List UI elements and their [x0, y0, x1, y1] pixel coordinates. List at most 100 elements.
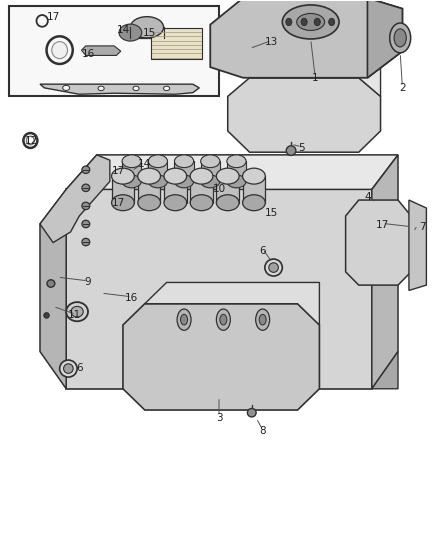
Ellipse shape: [286, 18, 292, 26]
Bar: [148, 161, 167, 181]
Polygon shape: [409, 200, 426, 290]
Polygon shape: [346, 200, 411, 285]
Bar: [174, 161, 194, 181]
Ellipse shape: [243, 195, 265, 211]
Ellipse shape: [131, 17, 163, 38]
Polygon shape: [123, 304, 319, 410]
Ellipse shape: [243, 168, 265, 184]
Ellipse shape: [82, 166, 90, 173]
Ellipse shape: [52, 42, 67, 59]
Text: 7: 7: [419, 222, 425, 232]
Ellipse shape: [164, 195, 187, 211]
Ellipse shape: [227, 175, 246, 188]
Ellipse shape: [174, 175, 194, 188]
Ellipse shape: [283, 5, 339, 39]
Text: 6: 6: [259, 246, 266, 255]
Ellipse shape: [82, 238, 90, 246]
Ellipse shape: [180, 314, 187, 325]
Text: 13: 13: [265, 37, 278, 47]
Bar: [227, 161, 246, 181]
Ellipse shape: [122, 175, 141, 188]
Ellipse shape: [98, 86, 104, 91]
Ellipse shape: [133, 86, 139, 91]
Ellipse shape: [256, 309, 270, 330]
Ellipse shape: [190, 168, 213, 184]
Ellipse shape: [163, 86, 170, 91]
Ellipse shape: [301, 18, 307, 26]
Ellipse shape: [82, 220, 90, 228]
Polygon shape: [40, 155, 110, 243]
Bar: [122, 161, 141, 181]
Ellipse shape: [60, 360, 77, 377]
Ellipse shape: [148, 175, 167, 188]
Ellipse shape: [112, 195, 134, 211]
Text: 15: 15: [142, 28, 156, 38]
Ellipse shape: [119, 24, 142, 41]
Ellipse shape: [164, 168, 187, 184]
Ellipse shape: [216, 195, 239, 211]
Text: 15: 15: [265, 208, 278, 219]
Polygon shape: [66, 189, 372, 389]
Text: 8: 8: [259, 426, 266, 437]
Bar: [164, 176, 187, 203]
Text: 2: 2: [399, 83, 406, 93]
Ellipse shape: [174, 155, 194, 167]
Bar: [138, 176, 160, 203]
Polygon shape: [367, 0, 403, 78]
Text: 1: 1: [312, 73, 318, 83]
Ellipse shape: [286, 146, 296, 156]
Bar: [112, 176, 134, 203]
Ellipse shape: [216, 168, 239, 184]
Ellipse shape: [265, 259, 283, 276]
Polygon shape: [372, 155, 398, 389]
Polygon shape: [81, 46, 121, 55]
Ellipse shape: [63, 85, 70, 91]
Text: 17: 17: [46, 12, 60, 22]
Text: 14: 14: [117, 25, 130, 35]
Bar: [151, 28, 201, 59]
Ellipse shape: [138, 195, 160, 211]
Text: 10: 10: [212, 184, 226, 195]
Ellipse shape: [122, 155, 141, 167]
Ellipse shape: [82, 184, 90, 191]
Bar: [10, 6, 219, 96]
Ellipse shape: [220, 314, 227, 325]
Ellipse shape: [390, 23, 411, 53]
Ellipse shape: [66, 302, 88, 321]
Text: 9: 9: [85, 278, 92, 287]
Ellipse shape: [148, 155, 167, 167]
Ellipse shape: [227, 155, 246, 167]
Polygon shape: [372, 352, 398, 389]
Ellipse shape: [297, 13, 325, 30]
Text: 3: 3: [215, 413, 223, 423]
Ellipse shape: [328, 18, 335, 26]
Ellipse shape: [259, 314, 266, 325]
Text: 16: 16: [125, 293, 138, 303]
Ellipse shape: [201, 155, 220, 167]
Text: 12: 12: [25, 135, 38, 146]
Text: 5: 5: [299, 143, 305, 154]
Text: 17: 17: [376, 220, 389, 230]
Ellipse shape: [201, 175, 220, 188]
Bar: [216, 176, 239, 203]
Bar: [243, 176, 265, 203]
Text: 4: 4: [364, 192, 371, 203]
Polygon shape: [210, 0, 403, 78]
Polygon shape: [250, 54, 381, 96]
Polygon shape: [228, 78, 381, 152]
Ellipse shape: [71, 306, 83, 317]
Polygon shape: [145, 282, 319, 325]
Polygon shape: [66, 155, 398, 189]
Bar: [190, 176, 213, 203]
Bar: [131, 27, 163, 38]
Text: 17: 17: [112, 198, 125, 208]
Polygon shape: [40, 189, 66, 389]
Text: 16: 16: [81, 49, 95, 59]
Polygon shape: [40, 84, 199, 94]
Text: 11: 11: [68, 310, 81, 320]
Text: 6: 6: [76, 362, 83, 373]
Ellipse shape: [216, 309, 230, 330]
Ellipse shape: [314, 18, 320, 26]
Ellipse shape: [138, 168, 160, 184]
Ellipse shape: [47, 280, 55, 287]
